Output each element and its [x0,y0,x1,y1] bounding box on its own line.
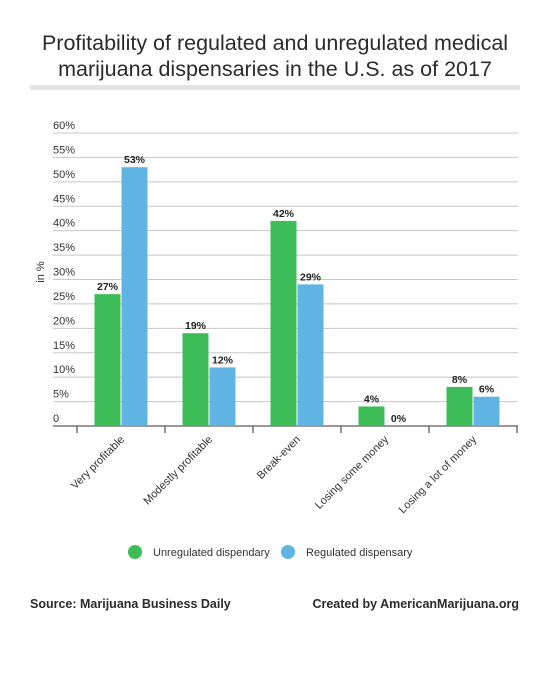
legend-swatch-unregulated [128,545,142,559]
credit-note: Created by AmericanMarijuana.org [312,597,519,611]
data-label: 12% [212,354,234,366]
bar-unregulated [358,406,385,426]
x-tick-label: Very profitable [69,434,127,492]
chart-title: Profitability of regulated and unregulat… [41,31,509,81]
data-label: 8% [452,374,468,386]
data-label: 4% [364,393,380,405]
y-axis-label: in % [35,261,47,283]
data-label: 6% [479,384,495,396]
data-label: 0% [391,413,407,425]
y-tick-label: 0 [53,413,59,425]
source-note: Source: Marijuana Business Daily [30,597,231,611]
y-tick-label: 35% [53,242,75,254]
bar-regulated [209,367,236,426]
y-tick-label: 45% [53,193,75,205]
y-tick-label: 30% [53,267,75,279]
x-tick-label: Losing some money [313,433,391,511]
x-tick-label: Modestly profitable [141,434,215,508]
legend-label-regulated: Regulated dispensary [306,547,413,559]
data-label: 27% [97,281,119,293]
legend-label-unregulated: Unregulated dispendary [153,547,270,559]
y-tick-label: 10% [53,364,75,376]
bar-regulated [121,167,148,426]
legend-swatch-regulated [281,545,295,559]
y-tick-label: 15% [53,340,75,352]
x-tick-label: Losing a lot of money [397,433,480,516]
bar-unregulated [182,333,209,426]
bar-unregulated [94,294,121,426]
data-label: 53% [124,154,146,166]
data-label: 42% [273,208,295,220]
bar-unregulated [446,386,473,426]
y-tick-label: 60% [53,120,75,132]
data-label: 19% [185,320,207,332]
y-tick-label: 25% [53,291,75,303]
title-divider [30,85,520,90]
y-tick-label: 55% [53,144,75,156]
y-tick-label: 50% [53,169,75,181]
data-label: 29% [300,271,322,283]
y-tick-label: 20% [53,315,75,327]
bar-regulated [297,284,324,426]
bar-unregulated [270,220,297,426]
y-tick-label: 40% [53,218,75,230]
bar-regulated [473,396,500,426]
x-tick-label: Break-even [255,434,303,482]
y-tick-label: 5% [53,389,69,401]
